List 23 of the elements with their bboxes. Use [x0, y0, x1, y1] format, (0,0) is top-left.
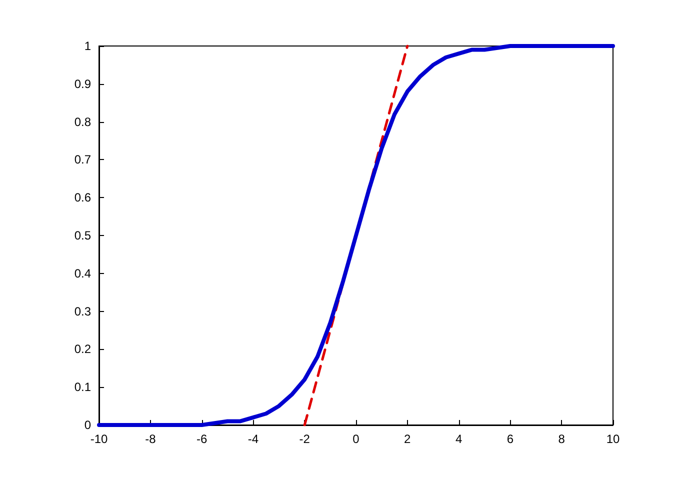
- y-tick-label: 0.1: [74, 380, 92, 394]
- x-tick-label: 6: [506, 432, 514, 446]
- x-tick-label: 4: [455, 432, 462, 446]
- x-tick-label: 0: [352, 432, 360, 446]
- y-tick-label: 0.5: [74, 228, 92, 242]
- y-tick-label: 0.9: [74, 76, 92, 91]
- x-tick-label: 2: [404, 432, 412, 446]
- x-tick-label: 10: [606, 432, 620, 446]
- y-tick-label: 1: [84, 39, 92, 53]
- y-tick-label: 0.8: [74, 114, 92, 129]
- x-tick-label: -8: [145, 432, 156, 446]
- x-tick-label: -6: [196, 432, 208, 446]
- x-tick-label: -10: [90, 432, 108, 446]
- x-tick-label: 8: [558, 432, 566, 446]
- x-tick-label: -4: [248, 432, 259, 446]
- y-tick-label: 0.4: [74, 266, 92, 280]
- y-tick-label: 0.3: [74, 304, 92, 318]
- y-tick-label: 0.7: [74, 152, 92, 167]
- y-tick-label: 0: [84, 418, 92, 432]
- y-tick-label: 0.6: [74, 190, 92, 205]
- line-series: [97, 44, 615, 427]
- x-tick-label: -2: [299, 432, 310, 446]
- y-tick-label: 0.2: [74, 342, 92, 356]
